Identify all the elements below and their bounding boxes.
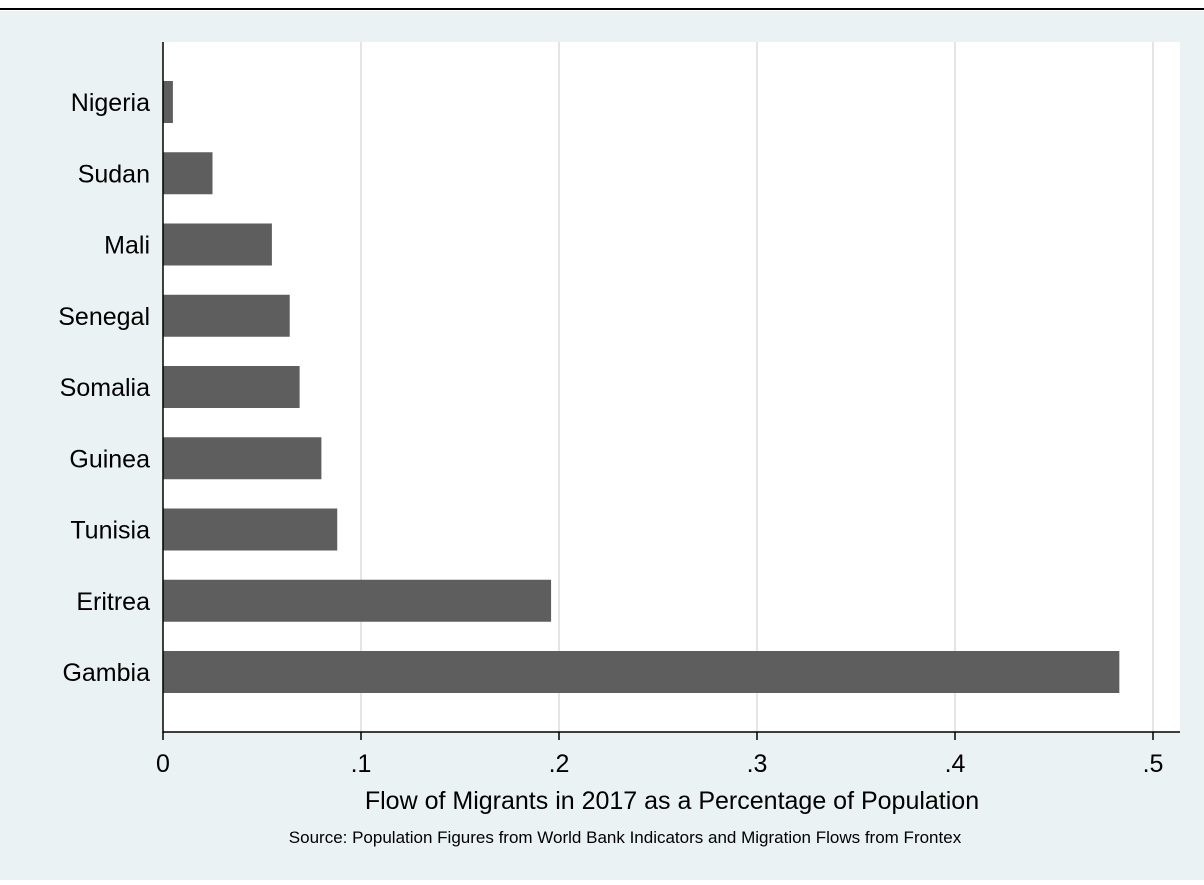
x-tick-label: .2 — [549, 750, 570, 778]
plot-area — [163, 42, 1180, 732]
x-axis-title: Flow of Migrants in 2017 as a Percentage… — [365, 787, 979, 815]
bar-gambia — [163, 651, 1120, 693]
bar-chart: Nigeria Sudan Mali Senegal Somalia Guinea Tuni… — [58, 42, 1180, 847]
bar-senegal — [163, 294, 290, 337]
x-ticks: 0 .1 .2 .3 .4 .5 — [156, 732, 1163, 778]
category-label-sudan: Sudan — [78, 160, 150, 188]
x-tick-label: .1 — [351, 750, 372, 778]
category-label-senegal: Senegal — [58, 303, 150, 331]
bar-mali — [163, 223, 272, 266]
bars — [163, 81, 1120, 693]
bar-guinea — [163, 437, 322, 480]
category-label-guinea: Guinea — [69, 445, 150, 473]
bar-nigeria — [163, 81, 173, 123]
category-label-nigeria: Nigeria — [71, 89, 150, 117]
source-note: Source: Population Figures from World Ba… — [289, 828, 962, 847]
chart-panel: Nigeria Sudan Mali Senegal Somalia Guinea Tuni… — [0, 11, 1204, 880]
bar-eritrea — [163, 579, 552, 622]
bar-somalia — [163, 366, 300, 408]
top-border-line — [0, 8, 1204, 10]
x-tick-label: .5 — [1143, 750, 1164, 778]
category-label-eritrea: Eritrea — [76, 588, 150, 616]
category-label-somalia: Somalia — [60, 374, 150, 402]
category-labels: Nigeria Sudan Mali Senegal Somalia Guinea Tuni… — [58, 89, 150, 687]
bar-tunisia — [163, 508, 338, 551]
x-tick-label: .3 — [747, 750, 768, 778]
category-label-tunisia: Tunisia — [70, 517, 150, 545]
bar-sudan — [163, 152, 213, 195]
x-tick-label: 0 — [156, 750, 170, 778]
x-tick-label: .4 — [945, 750, 966, 778]
category-label-mali: Mali — [104, 232, 150, 260]
category-label-gambia: Gambia — [62, 659, 150, 687]
